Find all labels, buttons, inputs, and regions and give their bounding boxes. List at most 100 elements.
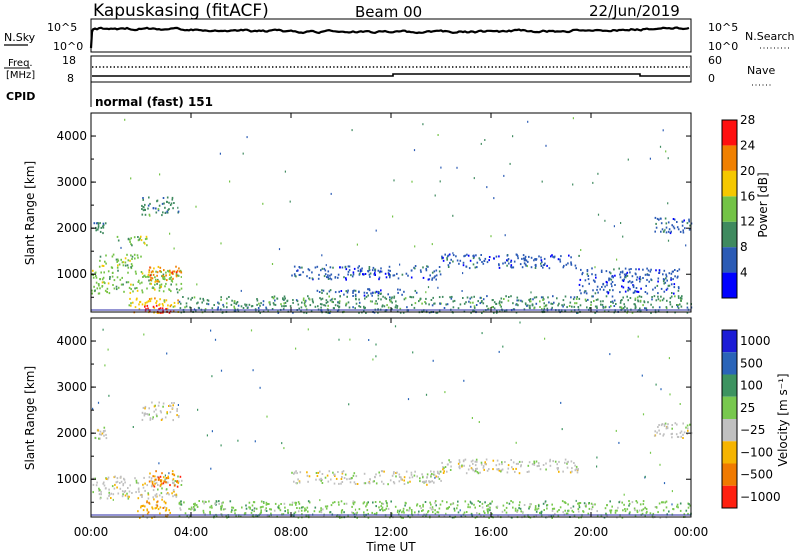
velocity-cell (472, 459, 474, 462)
power-cell (665, 275, 668, 278)
power-cell (580, 292, 582, 295)
velocity-cell (668, 357, 670, 360)
power-cell (609, 272, 612, 275)
velocity-cell (644, 506, 647, 509)
power-cell (614, 274, 616, 277)
power-cell (657, 280, 659, 283)
power-cell (329, 274, 331, 277)
velocity-cell (209, 512, 211, 515)
power-cell (597, 291, 599, 294)
velocity-colorbar-tick-label: 100 (740, 379, 763, 393)
power-cell (429, 274, 431, 277)
velocity-cell (251, 504, 254, 507)
power-cell (155, 211, 158, 214)
date-label: 22/Jun/2019 (589, 2, 680, 20)
velocity-cell (165, 481, 167, 484)
velocity-cell (194, 504, 196, 507)
velocity-cell (114, 475, 116, 478)
power-cell (307, 268, 310, 271)
velocity-cell (428, 481, 431, 484)
power-cell (289, 305, 292, 308)
velocity-cell (155, 506, 158, 509)
power-cell (365, 295, 368, 298)
power-cell (155, 301, 157, 304)
power-cell (658, 269, 661, 272)
power-cell (670, 295, 673, 298)
power-cell (274, 299, 276, 302)
power-cell (148, 213, 151, 216)
velocity-cell (529, 503, 531, 505)
power-cell (359, 268, 362, 271)
power-cell (366, 292, 368, 294)
power-cell (99, 255, 102, 258)
power-cell (180, 276, 182, 278)
power-cell (632, 291, 635, 294)
power-cell (101, 278, 104, 281)
velocity-cell (320, 509, 322, 512)
power-cell (560, 255, 562, 258)
power-cell (428, 303, 430, 306)
velocity-cell (403, 476, 406, 479)
velocity-cell (163, 480, 166, 483)
power-cell (479, 296, 482, 299)
power-cell (324, 304, 327, 307)
power-cell (610, 305, 612, 308)
velocity-cell (687, 512, 689, 515)
velocity-cell (563, 501, 566, 504)
velocity-cell (486, 508, 489, 511)
power-cell (597, 298, 599, 301)
velocity-cell (474, 516, 477, 519)
power-cell (343, 293, 345, 296)
velocity-cell (209, 510, 211, 513)
velocity-cell (657, 511, 659, 514)
power-cell (531, 304, 534, 307)
velocity-cell (124, 490, 127, 492)
power-cell (146, 237, 148, 240)
velocity-cell (642, 508, 645, 511)
power-cell (517, 257, 519, 260)
velocity-cell (426, 473, 429, 476)
power-cell (110, 266, 113, 269)
velocity-cell (666, 427, 669, 430)
power-cell (92, 276, 95, 279)
power-cell (169, 277, 172, 280)
power-cell (608, 279, 610, 282)
velocity-cell (353, 472, 356, 475)
velocity-cell (666, 425, 669, 428)
velocity-cell (144, 505, 146, 508)
power-cell (500, 305, 502, 308)
power-cell (686, 222, 689, 225)
power-cell (117, 264, 119, 267)
power-cell (570, 296, 572, 299)
power-cell (348, 306, 351, 309)
power-cell (371, 269, 374, 272)
power-cell (197, 301, 199, 304)
power-cell (293, 265, 296, 268)
velocity-cell (221, 504, 223, 507)
velocity-cell (558, 460, 560, 463)
power-cell (670, 278, 672, 281)
velocity-cell (382, 509, 384, 512)
power-cell (387, 272, 390, 275)
velocity-cell (147, 413, 149, 416)
velocity-cell (117, 492, 120, 495)
power-cell (639, 307, 641, 310)
power-cell (452, 254, 455, 257)
power-cell (484, 257, 487, 260)
power-cell (157, 209, 160, 212)
velocity-cell (159, 512, 161, 515)
velocity-cell (123, 491, 126, 494)
velocity-cell (436, 470, 439, 473)
power-cell (159, 298, 161, 301)
power-cell (173, 202, 175, 204)
power-cell (677, 304, 679, 307)
power-cell (619, 273, 621, 276)
power-cell (665, 306, 668, 309)
velocity-cell (131, 492, 133, 494)
power-cell (132, 290, 134, 293)
velocity-cell (106, 478, 109, 481)
freq-label-line1: Freq. (8, 58, 33, 69)
power-cell (677, 296, 680, 299)
velocity-cell (259, 506, 262, 509)
power-cell (373, 273, 375, 276)
